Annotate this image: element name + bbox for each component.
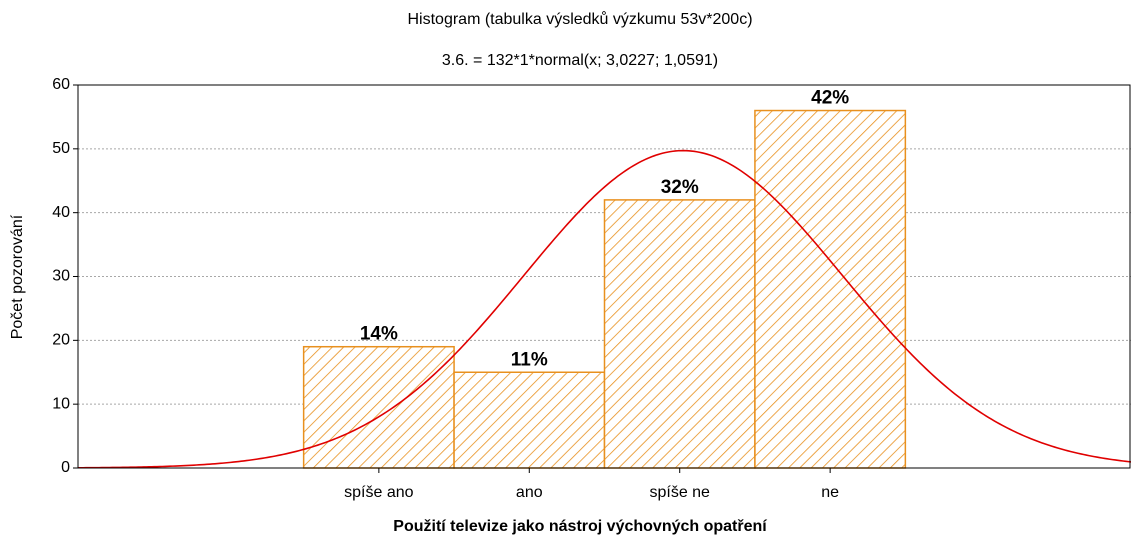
y-tick-label: 60 <box>52 76 70 93</box>
bar <box>302 345 455 469</box>
x-tick-label: ne <box>821 484 839 501</box>
y-tick-label: 50 <box>52 140 70 157</box>
y-tick-label: 20 <box>52 332 70 349</box>
x-axis-label: Použití televize jako nástroj výchovných… <box>393 518 767 535</box>
y-tick-label: 10 <box>52 395 70 412</box>
plot-frame <box>77 84 1131 469</box>
percent-label: 42% <box>811 88 849 109</box>
chart-subtitle: 3.6. = 132*1*normal(x; 3,0227; 1,0591) <box>442 52 718 69</box>
chart-title: Histogram (tabulka výsledků výzkumu 53v*… <box>407 10 752 28</box>
x-tick-label: spíše ano <box>344 484 413 501</box>
bar <box>603 199 756 469</box>
fit-curve <box>78 149 1131 468</box>
y-axis-label: Počet pozorování <box>9 214 26 339</box>
y-tick-label: 40 <box>52 204 70 221</box>
y-tick-label: 0 <box>61 459 70 476</box>
bar <box>453 371 606 469</box>
x-tick-label: spíše ne <box>649 484 710 501</box>
percent-label: 11% <box>511 349 548 370</box>
percent-label: 32% <box>661 177 699 198</box>
y-tick-label: 30 <box>52 268 70 285</box>
bar <box>754 109 907 469</box>
x-tick-label: ano <box>516 484 543 501</box>
percent-label: 14% <box>360 324 398 345</box>
